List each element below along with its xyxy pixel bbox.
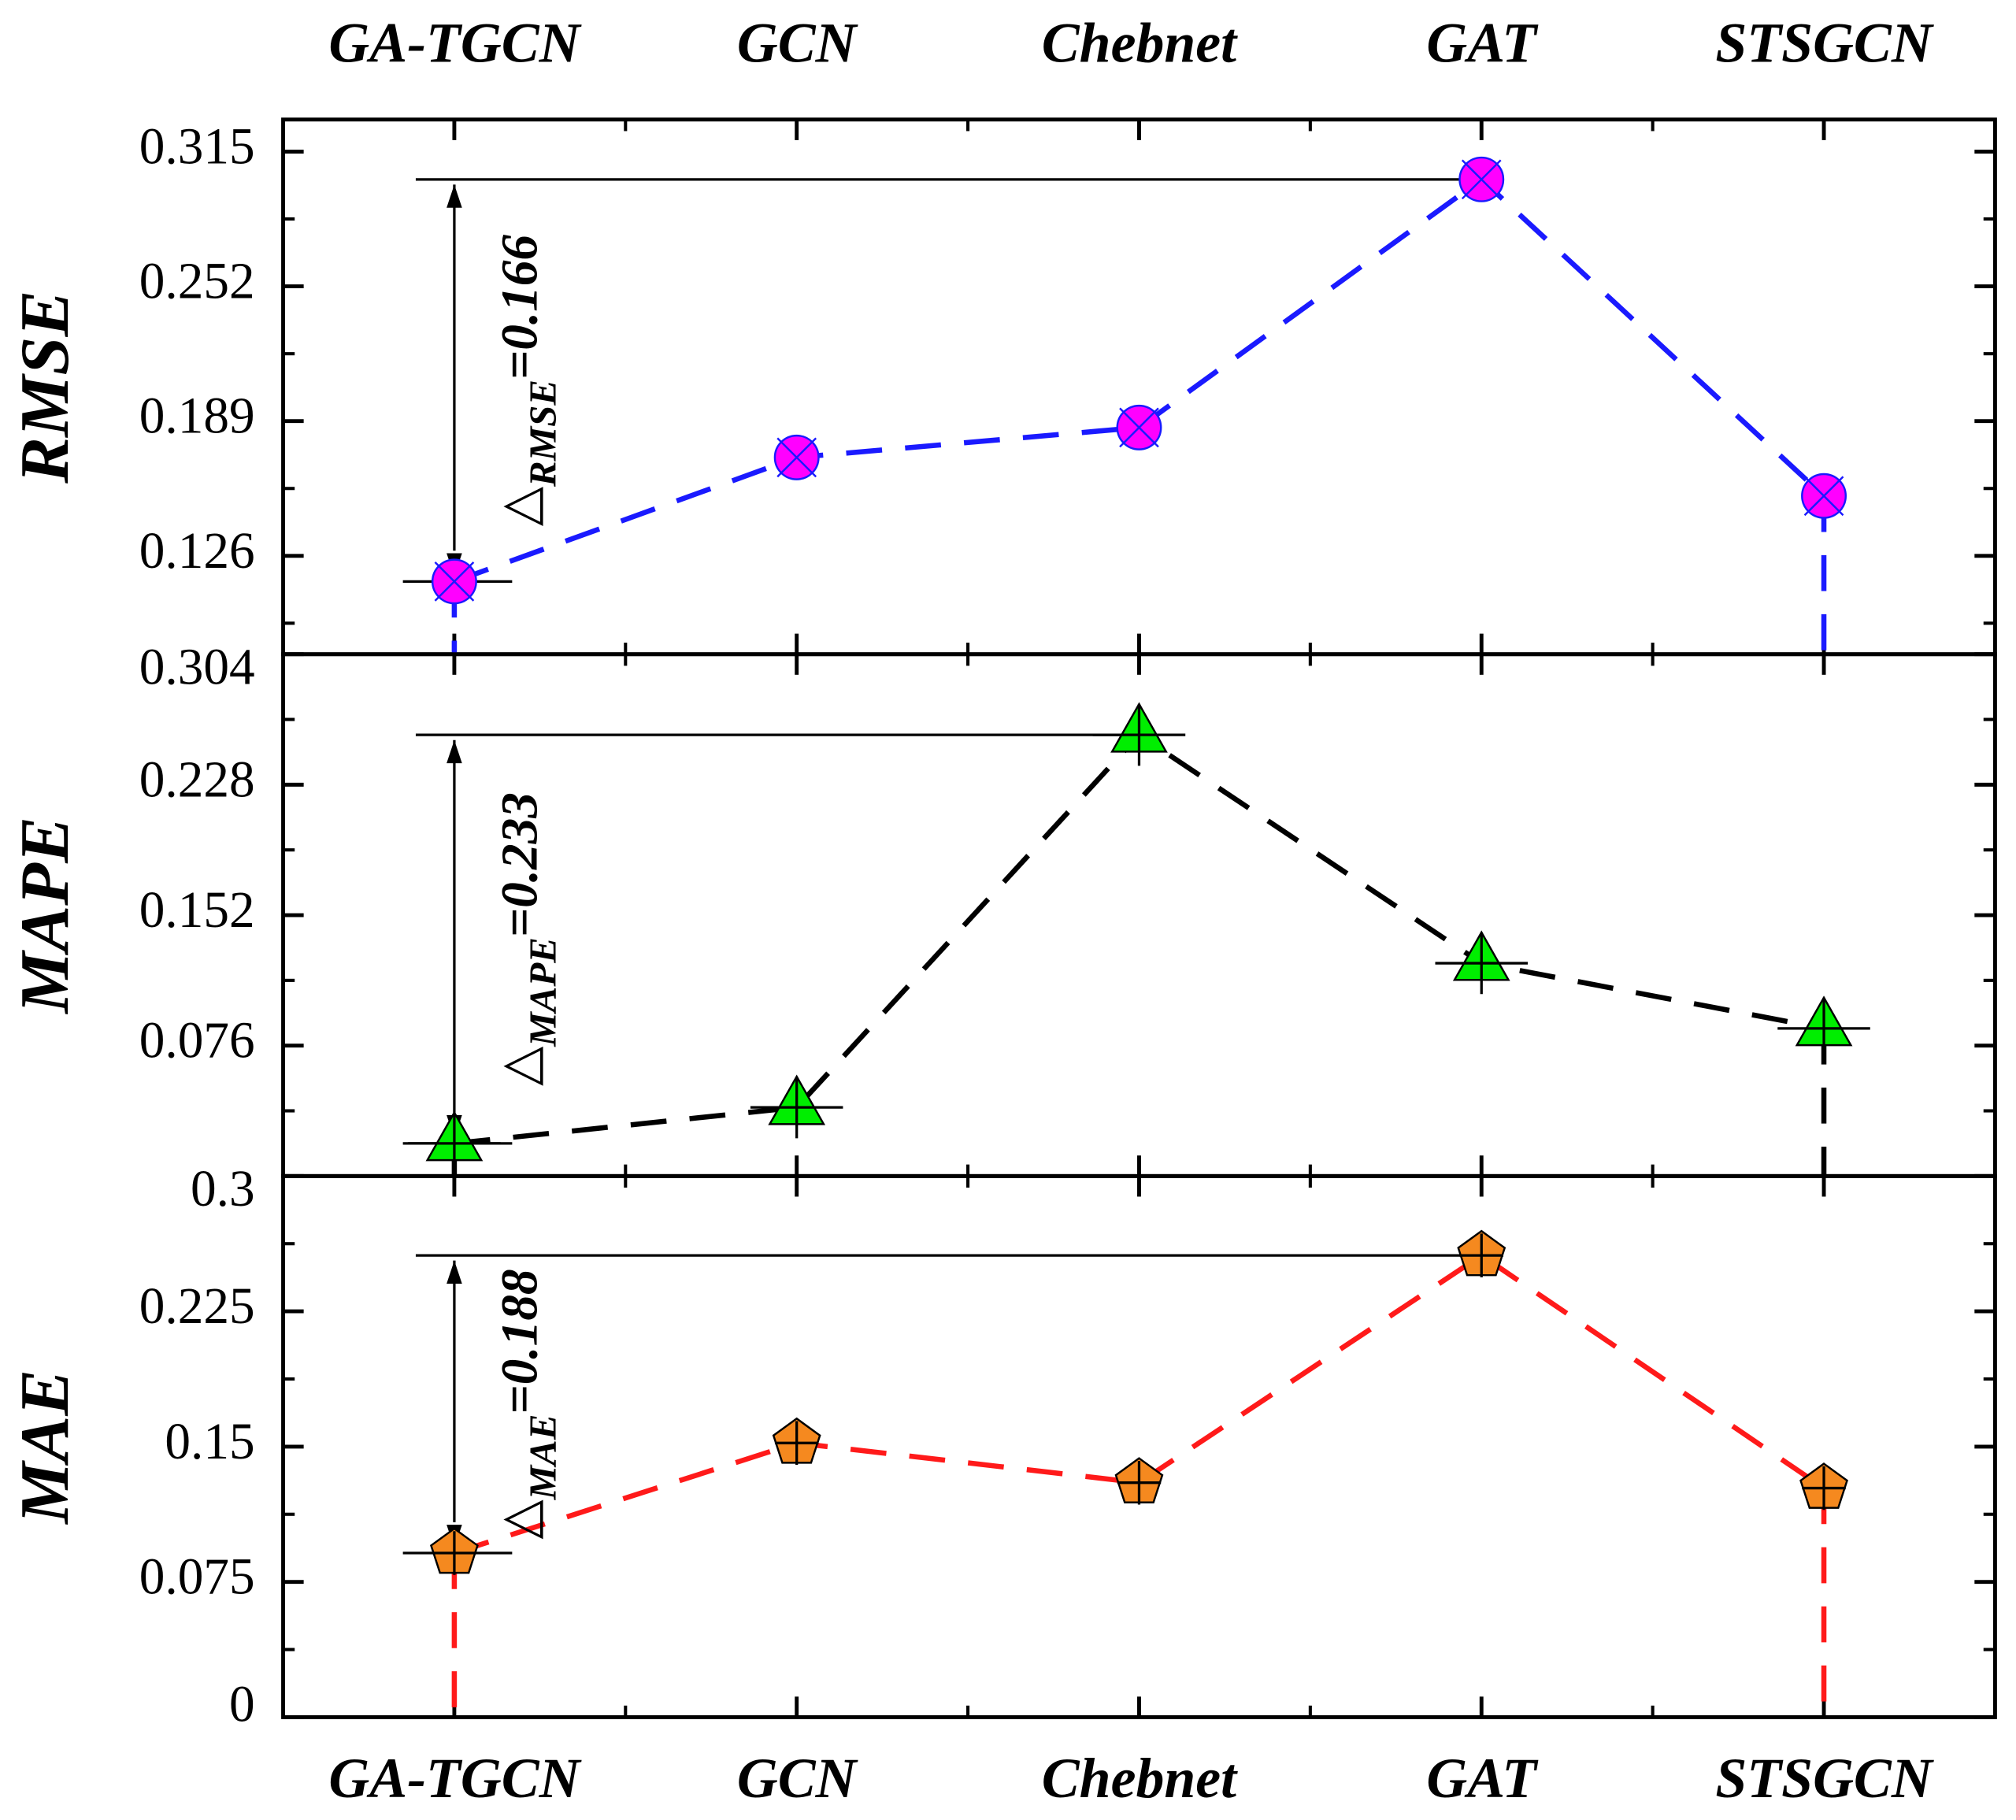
annotation-value: =0.233 bbox=[492, 792, 549, 937]
arrow-head bbox=[447, 739, 462, 764]
x-tick-label-top: STSGCN bbox=[1715, 12, 1933, 75]
x-tick-label: GA-TGCN bbox=[328, 1747, 581, 1810]
x-tick-label-top: GAT bbox=[1426, 12, 1539, 75]
annotation-value: =0.166 bbox=[492, 235, 549, 380]
marker-cross bbox=[1117, 1460, 1162, 1505]
marker-cross bbox=[750, 1076, 843, 1139]
marker-cross bbox=[1459, 1233, 1503, 1277]
y-tick-label: 0.228 bbox=[139, 751, 255, 808]
y-tick-label: 0.076 bbox=[139, 1013, 255, 1069]
annotation-subscript: RMSE bbox=[521, 380, 564, 487]
annotation-symbol: △ bbox=[492, 1047, 549, 1086]
marker-cross bbox=[776, 437, 817, 478]
y-tick-label: 0 bbox=[229, 1677, 255, 1733]
x-tick-label-top: GA-TGCN bbox=[328, 12, 581, 75]
y-tick-label: 0.225 bbox=[139, 1278, 255, 1335]
y-tick-label: 0.304 bbox=[139, 639, 255, 696]
marker-cross bbox=[1802, 1466, 1846, 1510]
y-axis-label: RMSE bbox=[6, 291, 83, 484]
marker-cross bbox=[1119, 407, 1159, 448]
y-tick-label: 0.152 bbox=[139, 882, 255, 939]
y-tick-label: 0.3 bbox=[191, 1161, 255, 1218]
y-tick-label: 0.15 bbox=[165, 1414, 254, 1470]
y-tick-label: 0.252 bbox=[139, 254, 255, 310]
series-line bbox=[454, 731, 1825, 1147]
x-tick-label: STSGCN bbox=[1715, 1747, 1933, 1810]
annotation: △RMSE=0.166 bbox=[492, 235, 565, 527]
annotation-subscript: MAPE bbox=[521, 937, 564, 1047]
y-tick-label: 0.126 bbox=[139, 523, 255, 580]
annotation: △MAE=0.188 bbox=[492, 1270, 565, 1540]
marker-cross bbox=[1803, 476, 1844, 517]
annotation-subscript: MAE bbox=[521, 1414, 564, 1501]
x-tick-label: GCN bbox=[737, 1747, 858, 1810]
marker-cross bbox=[1435, 932, 1529, 995]
marker-cross bbox=[1092, 703, 1186, 766]
annotation: △MAPE=0.233 bbox=[492, 792, 565, 1086]
marker-cross bbox=[408, 1112, 501, 1175]
annotation-value: =0.188 bbox=[492, 1270, 549, 1414]
annotation-symbol: △ bbox=[492, 1499, 549, 1539]
y-axis-label: MAE bbox=[6, 1370, 83, 1525]
arrow-head bbox=[447, 184, 462, 208]
x-tick-label-top: GCN bbox=[737, 12, 858, 75]
annotation-symbol: △ bbox=[492, 487, 549, 526]
series-line bbox=[453, 1252, 1825, 1556]
y-tick-label: 0.315 bbox=[139, 119, 255, 176]
series-line bbox=[453, 176, 1826, 584]
marker-cross bbox=[434, 562, 475, 602]
marker-cross bbox=[774, 1421, 819, 1466]
arrow-head bbox=[447, 1260, 462, 1284]
marker-cross bbox=[1461, 159, 1502, 200]
x-tick-label-top: Chebnet bbox=[1042, 12, 1238, 75]
marker-cross bbox=[1777, 997, 1870, 1060]
y-tick-label: 0.075 bbox=[139, 1549, 255, 1606]
y-tick-label: 0.189 bbox=[139, 388, 255, 445]
x-tick-label: GAT bbox=[1426, 1747, 1539, 1810]
x-tick-label: Chebnet bbox=[1042, 1747, 1238, 1810]
y-axis-label: MAPE bbox=[6, 817, 83, 1015]
marker-cross bbox=[432, 1531, 476, 1575]
